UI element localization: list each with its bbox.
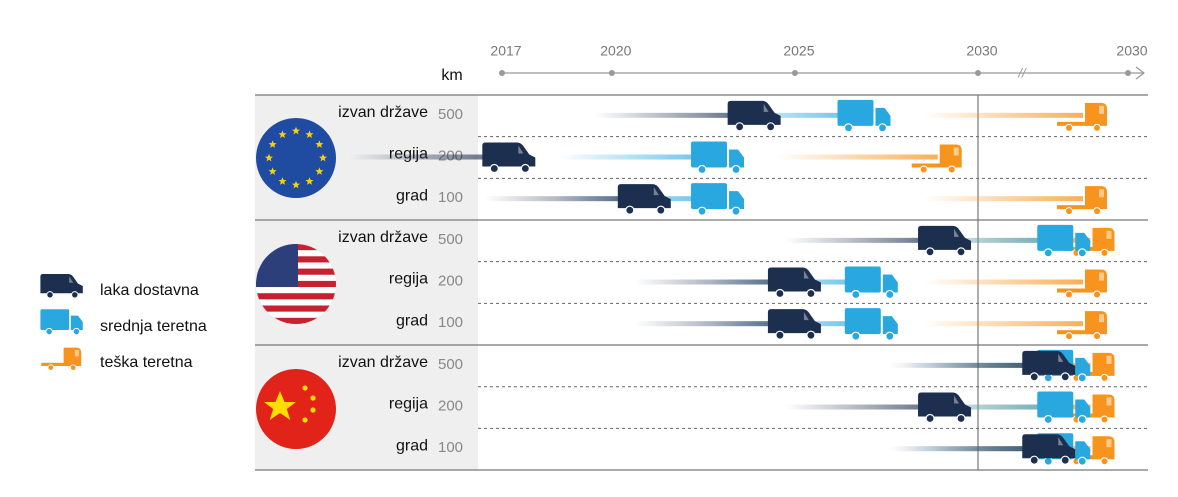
flag-cn [256,369,336,449]
x-tick [791,70,798,76]
flag-us [256,244,336,324]
vehicle [767,309,821,340]
vehicle [617,184,671,215]
row-label: grad [396,312,428,329]
trail [484,196,645,202]
row-km: 100 [438,314,463,331]
trail [904,404,1065,410]
vehicle [844,308,898,341]
vehicle [1057,102,1107,132]
vehicle [1037,391,1091,425]
vehicle [691,141,745,175]
trail [634,279,795,285]
vehicle [911,144,962,174]
axis-arrow [1135,66,1145,80]
x-tick [608,70,615,76]
trail [923,112,1083,118]
vehicle [918,392,972,424]
legend-icon [40,274,83,299]
row-km: 500 [438,106,463,123]
vehicle [1022,434,1076,465]
row-km: 100 [438,439,463,456]
trail [349,154,510,160]
vehicle [1057,186,1107,216]
row-label: izvan države [338,354,428,371]
vehicle [727,100,781,132]
legend-icon [40,309,83,336]
trail [923,321,1083,327]
row-label: regija [389,271,428,288]
vehicle [482,142,536,174]
trail [594,112,755,118]
x-tick-label: 2017 [490,43,521,59]
vehicle [837,99,891,133]
row-km: 500 [438,356,463,373]
row-label: regija [389,146,428,163]
row-km: 500 [438,231,463,248]
trail [923,196,1083,202]
row-label: regija [389,396,428,413]
trail [889,446,1050,452]
row-km: 100 [438,189,463,206]
unit-label: km [441,67,462,84]
x-tick [1125,70,1131,76]
row-label: izvan države [338,104,428,121]
legend-icon [41,347,82,371]
row-label: grad [396,437,428,454]
vehicle [691,183,745,216]
trail [904,237,1065,243]
trail [785,404,946,410]
row-label: izvan države [338,229,428,246]
row-km: 200 [438,272,463,289]
x-tick [499,70,505,76]
trail [777,154,938,160]
x-tick-label: 2025 [783,43,814,59]
vehicle [918,225,972,257]
x-tick-label: 2030 [1116,43,1147,59]
trail [558,154,719,160]
vehicle [1022,350,1076,382]
axis-break: // [1017,65,1027,80]
x-tick-label: 2020 [600,43,631,59]
trail [889,362,1050,368]
row-km: 200 [438,397,463,414]
trail [923,279,1083,285]
trail [634,321,795,327]
x-tick-label: 2030 [966,43,997,59]
vehicle [844,266,898,300]
x-tick [975,70,981,76]
legend-label: laka dostavna [100,282,199,299]
legend-label: teška teretna [100,354,193,371]
vehicle [1037,224,1091,258]
legend-label: srednja teretna [100,318,207,335]
row-label: grad [396,187,428,204]
flag-eu [256,118,336,198]
trail [785,237,946,243]
vehicle [1057,269,1107,299]
vehicle [1057,311,1107,341]
trail [704,112,865,118]
vehicle [767,267,821,299]
